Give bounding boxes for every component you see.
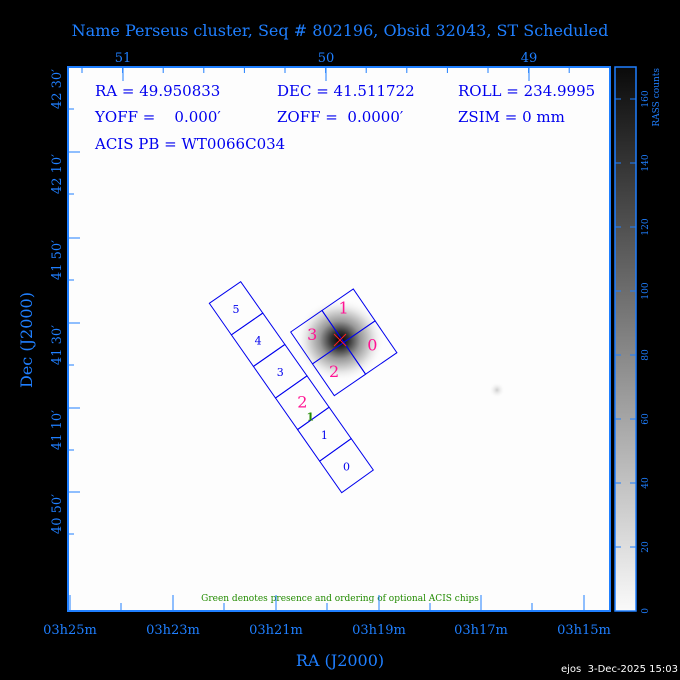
colorbar-tick-label: 120 xyxy=(641,218,651,235)
x-tick-label: 03h19m xyxy=(352,623,406,638)
colorbar-tick-label: 140 xyxy=(641,154,651,171)
dec-value: DEC = 41.511722 xyxy=(277,82,415,100)
yoff-value: YOFF = 0.000′ xyxy=(94,108,221,126)
zsim-value: ZSIM = 0 mm xyxy=(458,108,565,126)
x-top-tick-label: 51 xyxy=(115,51,132,66)
y-tick-label: 41 10′ xyxy=(50,410,65,450)
acis-s-chip-label: 5 xyxy=(233,303,240,316)
y-tick-label: 41 50′ xyxy=(50,240,65,280)
x-tick-label: 03h21m xyxy=(249,623,303,638)
plot-title: Name Perseus cluster, Seq # 802196, Obsi… xyxy=(72,21,609,40)
x-top-tick-label: 49 xyxy=(521,51,538,66)
x-tick-label: 03h17m xyxy=(454,623,508,638)
colorbar-tick-label: 160 xyxy=(641,90,651,107)
x-tick-label: 03h15m xyxy=(557,623,611,638)
optional-chip-order: 1 xyxy=(306,411,314,424)
x-tick-label: 03h25m xyxy=(43,623,97,638)
y-tick-label: 40 50′ xyxy=(50,494,65,534)
colorbar xyxy=(614,66,637,612)
y-tick-label: 42 30′ xyxy=(50,69,65,109)
colorbar-tick-label: 0 xyxy=(641,608,651,614)
x-tick-label: 03h23m xyxy=(146,623,200,638)
colorbar-tick-label: 60 xyxy=(641,413,651,425)
faint-source xyxy=(489,382,505,398)
colorbar-tick-label: 20 xyxy=(641,541,651,553)
aimpoint-marker xyxy=(333,333,347,347)
acis-i-chip-3 xyxy=(290,309,345,365)
acis-s-chip-label: 0 xyxy=(343,461,350,474)
acis-i-chip-label: 3 xyxy=(307,325,317,344)
y-tick-label: 41 30′ xyxy=(50,325,65,365)
colorbar-tick-label: 40 xyxy=(641,477,651,489)
roll-value: ROLL = 234.9995 xyxy=(458,82,595,100)
acis-s-chip-5 xyxy=(208,281,264,336)
zoff-value: ZOFF = 0.0000′ xyxy=(277,108,404,126)
acis-pb-value: ACIS PB = WT0066C034 xyxy=(94,135,285,153)
colorbar-label: RASS counts xyxy=(652,68,662,127)
colorbar-tick-label: 80 xyxy=(641,349,651,361)
x-axis-label: RA (J2000) xyxy=(296,651,384,670)
y-tick-label: 42 10′ xyxy=(50,154,65,194)
acis-s-chip-label: 1 xyxy=(321,429,328,442)
optional-chips-note: Green denotes presence and ordering of o… xyxy=(201,594,479,604)
acis-i-chip-label: 0 xyxy=(367,336,377,355)
colorbar-tick-label: 100 xyxy=(641,282,651,299)
x-top-tick-label: 50 xyxy=(318,51,335,66)
acis-s-chip-label: 4 xyxy=(255,335,262,348)
acis-i-chip-label: 2 xyxy=(329,362,339,381)
acis-s-chip-label: 2 xyxy=(297,393,307,412)
acis-i-chip-label: 1 xyxy=(338,299,348,318)
pointing-info: RA = 49.950833 DEC = 41.511722 ROLL = 23… xyxy=(94,82,595,153)
acis-s-chip-label: 3 xyxy=(277,366,284,379)
footer-stamp: ejos 3-Dec-2025 15:03 xyxy=(561,664,678,675)
y-axis-label: Dec (J2000) xyxy=(17,292,36,388)
ra-value: RA = 49.950833 xyxy=(95,82,220,100)
